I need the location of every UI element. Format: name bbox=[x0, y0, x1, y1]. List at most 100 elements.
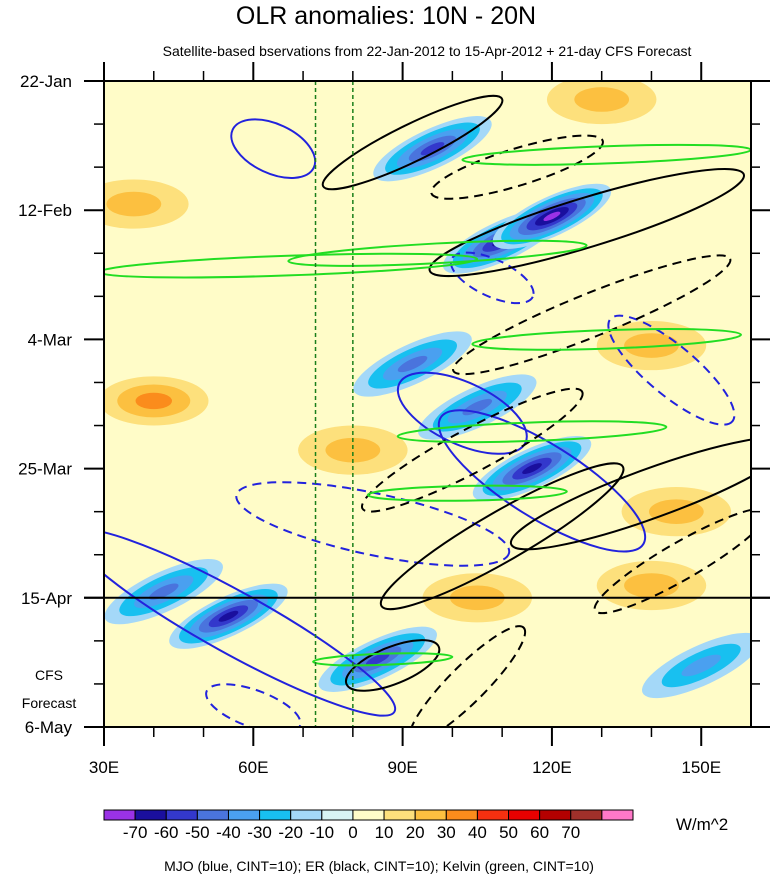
colorbar-swatch bbox=[570, 809, 603, 821]
anomaly-positive-14 bbox=[596, 560, 707, 611]
er-contour-12 bbox=[345, 639, 441, 692]
anomaly-band bbox=[365, 652, 390, 666]
anomaly-band bbox=[624, 333, 679, 358]
forecast-label-line1: CFS bbox=[35, 667, 63, 683]
mjo-contour-7 bbox=[607, 314, 736, 426]
anomaly-band bbox=[574, 87, 630, 112]
wave-contours bbox=[104, 94, 751, 727]
chart-title: OLR anomalies: 10N - 20N bbox=[236, 2, 536, 30]
colorbar-label: 10 bbox=[375, 823, 394, 842]
mjo-contour-2 bbox=[104, 528, 397, 717]
er-contour-11 bbox=[509, 436, 751, 551]
anomaly-negative-2 bbox=[373, 116, 492, 182]
colorbar-label: 40 bbox=[468, 823, 487, 842]
colorbar-swatch bbox=[196, 809, 229, 821]
reference-lines bbox=[314, 81, 354, 727]
anomaly-band bbox=[522, 463, 542, 475]
kelvin-contour-21 bbox=[471, 328, 742, 351]
colorbar-swatch bbox=[321, 809, 354, 821]
mjo-contour-5 bbox=[235, 481, 511, 567]
x-tick-label: 150E bbox=[681, 758, 721, 777]
colorbar-label: 70 bbox=[561, 823, 580, 842]
y-tick-label: 4-Mar bbox=[28, 330, 73, 349]
colorbar: -70 -60 -50 -40 -30 -20 -10 0 10 20 30 40 50 60 70 bbox=[103, 809, 634, 842]
axes: 22-Jan 12-Feb 4-Mar 25-Mar 15-Apr 6-May 30E 60E… bbox=[18, 62, 770, 777]
anomaly-positive-10 bbox=[104, 376, 209, 426]
chart-subtitle: Satellite-based bservations from 22-Jan-… bbox=[163, 43, 692, 59]
contour-legend: MJO (blue, CINT=10); ER (black, CINT=10)… bbox=[164, 858, 594, 874]
colorbar-swatch bbox=[165, 809, 198, 821]
anomaly-band bbox=[624, 573, 679, 598]
anomaly-band bbox=[543, 211, 561, 222]
colorbar-swatch bbox=[103, 809, 136, 821]
colorbar-label: -20 bbox=[278, 823, 303, 842]
y-tick-label: 22-Jan bbox=[20, 72, 72, 91]
anomaly-band bbox=[397, 355, 428, 373]
colorbar-label: -70 bbox=[123, 823, 148, 842]
anomaly-band bbox=[106, 191, 162, 217]
mjo-contour-3 bbox=[437, 409, 647, 553]
y-tick-label: 15-Apr bbox=[21, 589, 72, 608]
er-contour-8 bbox=[321, 94, 504, 191]
colorbar-swatch bbox=[414, 809, 447, 821]
colorbar-units: W/m^2 bbox=[676, 815, 728, 834]
anomaly-negative-1 bbox=[492, 183, 612, 250]
er-contour-15 bbox=[360, 387, 584, 513]
x-tick-label: 90E bbox=[387, 758, 417, 777]
anomaly-positive-17 bbox=[546, 81, 657, 125]
anomaly-band bbox=[681, 654, 721, 677]
anomaly-negative-9 bbox=[642, 632, 751, 699]
colorbar-swatch bbox=[383, 809, 416, 821]
colorbar-swatch bbox=[352, 809, 385, 821]
colorbar-label: -10 bbox=[310, 823, 335, 842]
y-tick-label: 12-Feb bbox=[18, 201, 72, 220]
mjo-contour-0 bbox=[230, 118, 317, 179]
colorbar-swatch bbox=[476, 809, 510, 821]
anomaly-positive-11 bbox=[596, 320, 707, 371]
anomaly-band bbox=[325, 437, 381, 463]
anomaly-positive-16 bbox=[298, 425, 408, 475]
colorbar-label: -30 bbox=[247, 823, 272, 842]
colorbar-label: -60 bbox=[154, 823, 179, 842]
colorbar-label: 50 bbox=[499, 823, 518, 842]
kelvin-contour-20 bbox=[104, 252, 479, 279]
anomaly-band bbox=[420, 142, 445, 156]
colorbar-label: 30 bbox=[437, 823, 456, 842]
x-tick-label: 60E bbox=[238, 758, 268, 777]
forecast-label-line2: Forecast bbox=[22, 695, 77, 711]
er-contour-9 bbox=[428, 168, 745, 277]
anomaly-band bbox=[148, 583, 179, 600]
colorbar-swatch bbox=[227, 809, 261, 821]
colorbar-label: -50 bbox=[185, 823, 210, 842]
kelvin-contour-24 bbox=[312, 652, 454, 667]
anomaly-positive-15 bbox=[104, 179, 189, 229]
y-tick-label: 6-May bbox=[25, 718, 73, 737]
colorbar-swatch bbox=[539, 809, 572, 821]
colorbar-label: 20 bbox=[406, 823, 425, 842]
y-tick-label: 25-Mar bbox=[18, 460, 72, 479]
colorbar-swatch bbox=[601, 809, 634, 821]
x-tick-label: 120E bbox=[532, 758, 572, 777]
colorbar-swatch bbox=[445, 809, 478, 821]
colorbar-swatch bbox=[259, 809, 292, 821]
er-contour-13 bbox=[430, 134, 604, 200]
plot-frame bbox=[103, 80, 752, 728]
anomaly-negative-6 bbox=[104, 558, 223, 625]
er-contour-17 bbox=[408, 625, 527, 727]
anomaly-negative-8 bbox=[418, 374, 537, 440]
kelvin-contour-19 bbox=[287, 239, 588, 267]
er-contour-14 bbox=[452, 254, 732, 376]
colorbar-label: 60 bbox=[530, 823, 549, 842]
mjo-contour-6 bbox=[205, 683, 302, 727]
colorbar-label: 0 bbox=[348, 823, 357, 842]
anomaly-band bbox=[218, 610, 239, 622]
mjo-contour-4 bbox=[449, 251, 535, 305]
colorbar-label: -40 bbox=[216, 823, 241, 842]
x-tick-label: 30E bbox=[89, 758, 119, 777]
anomaly-band bbox=[135, 392, 173, 410]
anomaly-negative-4 bbox=[353, 331, 472, 397]
colorbar-swatch bbox=[290, 809, 323, 821]
er-contour-10 bbox=[379, 462, 625, 611]
colorbar-swatch bbox=[508, 809, 541, 821]
